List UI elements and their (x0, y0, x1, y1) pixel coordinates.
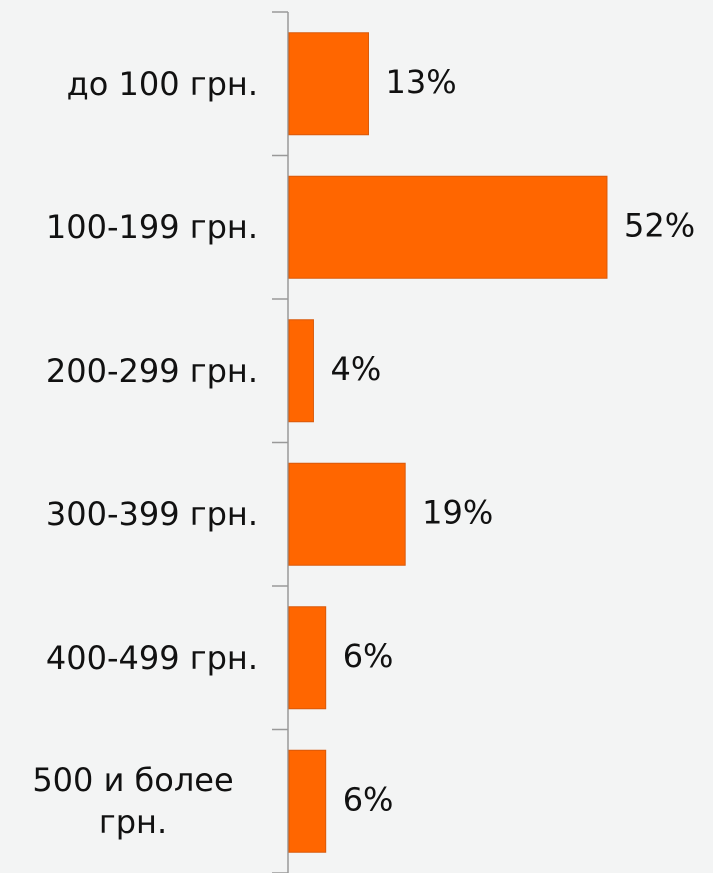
category-label: 400-499 грн. (8, 586, 258, 730)
category-text: 100-199 грн. (45, 208, 258, 247)
bar (288, 749, 327, 853)
bar (288, 175, 608, 279)
data-label: 4% (330, 350, 381, 388)
data-label: 6% (343, 637, 394, 675)
category-label: до 100 грн. (8, 12, 258, 156)
bar (288, 319, 314, 423)
bar (288, 32, 369, 136)
bar (288, 606, 327, 710)
data-label: 6% (343, 780, 394, 818)
category-text: 200-299 грн. (45, 351, 258, 390)
data-label: 13% (385, 63, 456, 101)
data-label: 19% (422, 493, 493, 531)
category-label: 200-299 грн. (8, 299, 258, 443)
data-label: 52% (624, 206, 695, 244)
category-text: 300-399 грн. (45, 495, 258, 534)
category-text: 400-499 грн. (45, 638, 258, 677)
category-text: до 100 грн. (66, 64, 258, 103)
category-label: 300-399 грн. (8, 443, 258, 587)
category-text: 500 и более грн. (32, 761, 234, 842)
category-label: 100-199 грн. (8, 156, 258, 300)
category-label: 500 и более грн. (8, 730, 258, 873)
bar (288, 462, 406, 566)
